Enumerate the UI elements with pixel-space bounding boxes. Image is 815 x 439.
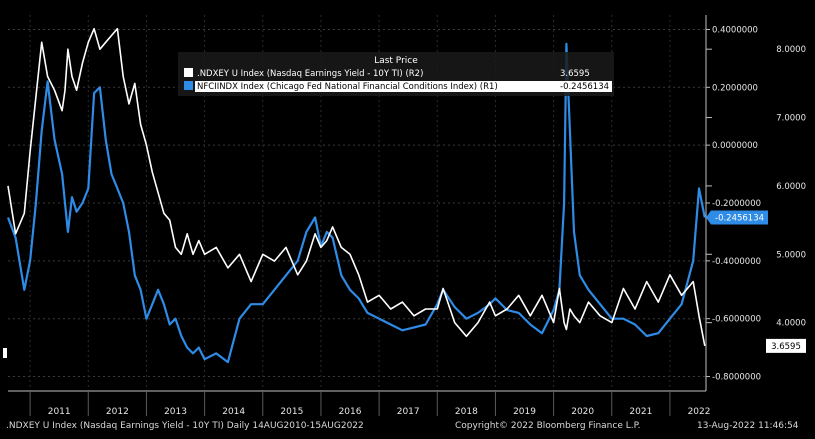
x-tick-label: 2011 bbox=[48, 407, 71, 417]
footer-description: .NDXEY U Index (Nasdaq Earnings Yield - … bbox=[6, 421, 364, 431]
x-tick-label: 2017 bbox=[397, 407, 420, 417]
ey-last-value-tag bbox=[766, 338, 806, 353]
x-tick-label: 2021 bbox=[629, 407, 652, 417]
series-line-ndxey bbox=[7, 27, 706, 347]
legend-swatch-nfci bbox=[184, 81, 193, 90]
legend: Last Price .NDXEY U Index (Nasdaq Earnin… bbox=[178, 52, 614, 96]
x-tick-label: 2013 bbox=[164, 407, 187, 417]
last-value-tags: -0.2456134 3.6595 bbox=[3, 210, 806, 358]
series-line-nfci bbox=[6, 42, 706, 364]
footer-copyright: Copyright© 2022 Bloomberg Finance L.P. bbox=[455, 421, 641, 431]
nfci-tick-label: 0.4000000 bbox=[712, 25, 758, 35]
nfci-axis: 0.4000000 0.2000000 0.0000000 -0.2000000 -0.… bbox=[706, 25, 761, 383]
nfci-last-value-label: -0.2456134 bbox=[715, 213, 764, 223]
nfci-tick-label: 0.2000000 bbox=[712, 83, 758, 93]
ey-tick-label: 7.0000 bbox=[776, 114, 806, 124]
series-layer bbox=[6, 27, 706, 364]
x-tick-label: 2014 bbox=[222, 407, 245, 417]
left-edge-marker bbox=[3, 348, 7, 358]
nfci-tick-label: -0.8000000 bbox=[712, 373, 761, 383]
nfci-tick-label: -0.4000000 bbox=[712, 257, 761, 267]
x-tick-label: 2016 bbox=[339, 407, 362, 417]
ey-tick-label: 5.0000 bbox=[776, 250, 806, 260]
x-tick-label: 2015 bbox=[280, 407, 303, 417]
ey-tick-label: 4.0000 bbox=[776, 319, 806, 329]
legend-value-ndxey: 3.6595 bbox=[560, 69, 590, 79]
footer-timestamp: 13-Aug-2022 11:46:54 bbox=[697, 421, 799, 431]
x-tick-label: 2022 bbox=[688, 407, 711, 417]
x-tick-label: 2012 bbox=[106, 407, 129, 417]
nfci-tick-label: -0.2000000 bbox=[712, 199, 761, 209]
x-tick-label: 2018 bbox=[455, 407, 478, 417]
ey-last-value-label: 3.6595 bbox=[771, 342, 801, 352]
x-axis: 2011 2012 2013 2014 2015 2016 2017 2018 2019 2020… bbox=[29, 391, 711, 417]
footer: .NDXEY U Index (Nasdaq Earnings Yield - … bbox=[0, 416, 815, 439]
earnings-yield-axis: 8.0000 7.0000 6.0000 5.0000 4.0000 bbox=[706, 45, 806, 329]
legend-swatch-ndxey bbox=[184, 68, 193, 77]
x-tick-label: 2020 bbox=[571, 407, 594, 417]
legend-header: Last Price bbox=[374, 56, 418, 66]
nfci-tick-label: 0.0000000 bbox=[712, 141, 758, 151]
nfci-last-value-tag bbox=[706, 210, 768, 225]
legend-highlight-nfci bbox=[195, 81, 612, 92]
nfci-tick-label: -0.6000000 bbox=[712, 315, 761, 325]
legend-label-ndxey: .NDXEY U Index (Nasdaq Earnings Yield - … bbox=[197, 69, 423, 79]
x-tick-label: 2019 bbox=[513, 407, 536, 417]
ey-tick-label: 8.0000 bbox=[776, 45, 806, 55]
legend-value-nfci: -0.2456134 bbox=[560, 82, 609, 92]
legend-label-nfci: NFCIINDX Index (Chicago Fed National Fin… bbox=[197, 82, 498, 92]
ey-tick-label: 6.0000 bbox=[776, 182, 806, 192]
